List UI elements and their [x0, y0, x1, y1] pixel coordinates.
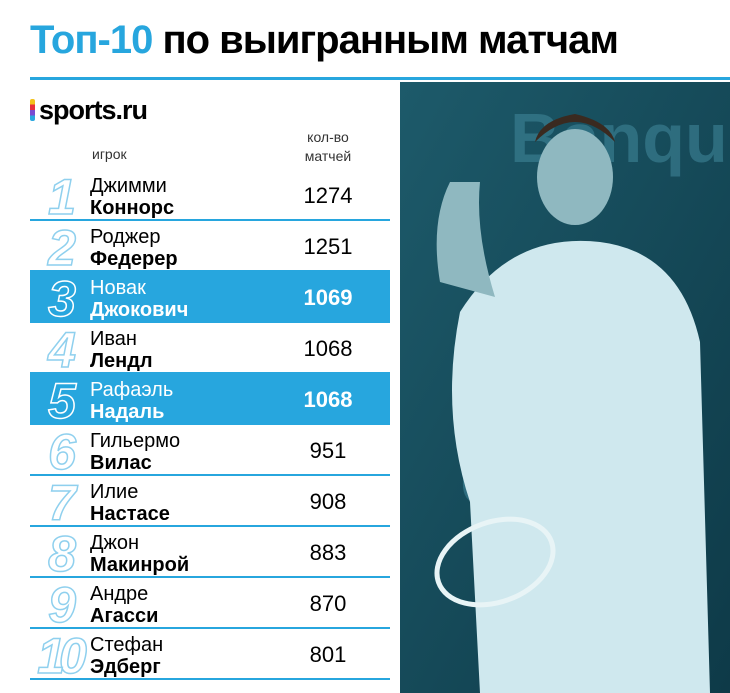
rank: 7 [47, 474, 76, 532]
matches: 908 [309, 489, 347, 514]
matches: 951 [309, 438, 347, 463]
first-name: Новак [90, 277, 146, 299]
logo: sports.ru [30, 95, 148, 126]
rank: 2 [47, 219, 76, 277]
rank: 1 [47, 168, 76, 226]
table-row: 1 Джимми Коннорс 1274 [30, 168, 390, 226]
last-name: Агасси [90, 605, 159, 627]
matches: 1068 [303, 387, 353, 412]
title: Топ-10 по выигранным матчам [30, 18, 619, 63]
last-name: Надаль [90, 401, 165, 423]
rank: 4 [47, 321, 76, 379]
first-name: Илие [90, 481, 139, 503]
table-row: 5 Рафаэль Надаль 1068 [30, 372, 390, 430]
last-name: Федерер [90, 248, 178, 270]
photo: Banqu Na de [400, 82, 730, 693]
matches: 1251 [303, 234, 353, 259]
column-header: кол-во матчей [304, 129, 352, 164]
matches: 883 [309, 540, 347, 565]
matches: 801 [309, 642, 347, 667]
table-row: 4 Иван Лендл 1068 [30, 321, 390, 379]
rank: 10 [36, 627, 87, 685]
title-accent: Топ-10 [30, 18, 153, 62]
first-name: Джимми [90, 175, 167, 197]
last-name: Эдберг [90, 656, 161, 678]
table-row: 7 Илие Настасе 908 [30, 474, 390, 532]
first-name: Джон [90, 532, 140, 554]
first-name: Стефан [90, 634, 164, 656]
table-row: 2 Роджер Федерер 1251 [30, 219, 390, 277]
matches: 1069 [303, 285, 353, 310]
last-name: Коннорс [90, 197, 175, 219]
rank: 8 [47, 525, 76, 583]
table: 1 Джимми Коннорс 1274 2 Роджер Федерер 1251 3 Нов… [30, 168, 390, 685]
first-name: Рафаэль [90, 379, 174, 401]
last-name: Вилас [90, 452, 152, 474]
first-name: Гильермо [90, 430, 181, 452]
table-row: 3 Новак Джокович 1069 [30, 270, 390, 328]
last-name: Настасе [90, 503, 170, 525]
first-name: Роджер [90, 226, 161, 248]
first-name: Иван [90, 328, 137, 350]
last-name: Джокович [90, 299, 189, 321]
rank: 3 [47, 270, 76, 328]
last-name: Макинрой [90, 554, 190, 576]
matches: 870 [309, 591, 347, 616]
table-row: 8 Джон Макинрой 883 [30, 525, 390, 583]
table-row: 10 Стефан Эдберг 801 [30, 627, 390, 685]
rank: 5 [47, 372, 76, 430]
first-name: Андре [90, 583, 149, 605]
rank: 6 [47, 423, 76, 481]
column-header: игрок [92, 146, 127, 162]
matches: 1274 [303, 183, 353, 208]
logo-text: sports.ru [39, 95, 148, 125]
title-rule [30, 77, 730, 80]
table-row: 9 Андре Агасси 870 [30, 576, 390, 634]
logo-mark [30, 99, 35, 121]
matches: 1068 [303, 336, 353, 361]
last-name: Лендл [90, 350, 153, 372]
rank: 9 [47, 576, 76, 634]
title-rest: по выигранным матчам [162, 18, 619, 62]
table-row: 6 Гильермо Вилас 951 [30, 423, 390, 481]
